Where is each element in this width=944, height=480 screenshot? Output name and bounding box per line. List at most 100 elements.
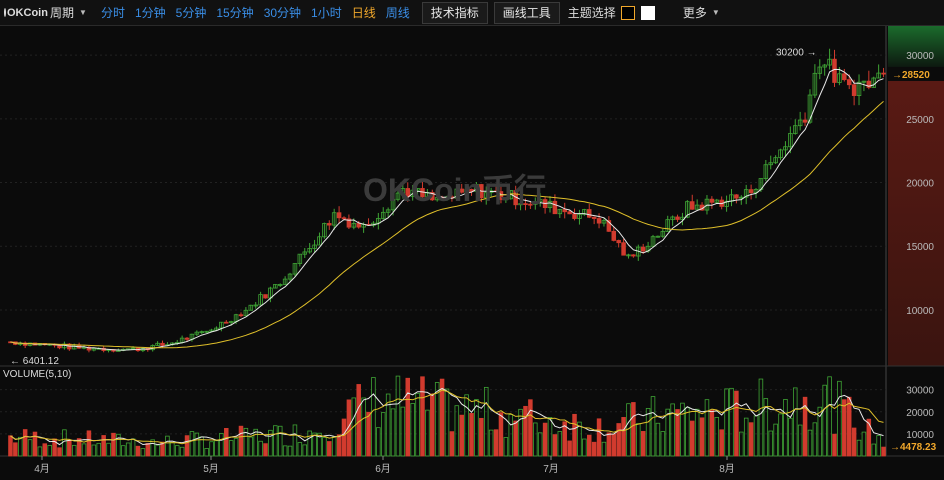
interval-tab-4[interactable]: 30分钟 — [263, 6, 302, 20]
volume-bar — [611, 433, 617, 457]
candlestick-chart: 30000 25000 20000 15000 10000 30000 20000 10000… — [0, 26, 944, 475]
volume-bar — [238, 425, 244, 457]
caret-down-icon: ▼ — [79, 8, 87, 17]
light-theme-swatch[interactable] — [640, 5, 655, 20]
volume-bar — [601, 441, 607, 457]
xaxis-tick-label: 8月 — [719, 463, 735, 475]
high-marker: 30200 → — [776, 48, 817, 59]
candle-body — [640, 246, 646, 252]
volume-bar — [130, 438, 136, 457]
volume-bar — [709, 409, 715, 457]
tech-indicator-button[interactable]: 技术指标 — [421, 1, 488, 24]
candle-body — [204, 330, 209, 333]
draw-tool-button[interactable]: 画线工具 — [493, 1, 560, 24]
volume-bar — [219, 432, 224, 457]
period-dropdown[interactable]: 周期 ▼ — [50, 4, 87, 21]
volume-bar — [650, 396, 656, 457]
interval-tab-2[interactable]: 5分钟 — [175, 6, 207, 20]
interval-tabs: 分时 1分钟 5分钟 15分钟 30分钟 1小时 日线 周线 — [101, 4, 420, 21]
candle-body — [778, 149, 783, 159]
volume-bar — [327, 441, 332, 457]
volume-bar — [145, 443, 151, 457]
more-dropdown[interactable]: 更多 ▼ — [683, 4, 720, 21]
volume-bar — [797, 424, 803, 457]
volume-bar — [140, 448, 146, 457]
candle-body — [528, 203, 533, 206]
volume-bar — [346, 399, 352, 457]
candle-body — [155, 342, 160, 346]
volume-bar — [361, 397, 366, 457]
candle-body — [292, 263, 298, 275]
volume-bar — [322, 437, 327, 457]
watermark: OKCoin币行 — [363, 172, 547, 208]
last-price-label: →28520 — [892, 70, 930, 81]
volume-bar — [861, 431, 867, 457]
volume-bar — [86, 430, 92, 457]
volume-bar — [32, 431, 38, 457]
candle-body — [400, 188, 406, 194]
volume-bar — [523, 405, 528, 457]
volume-bar — [822, 384, 827, 457]
candle-body — [689, 201, 695, 210]
candle-body — [22, 342, 28, 346]
candle-body — [209, 329, 214, 332]
interval-tab-3[interactable]: 15分钟 — [216, 6, 254, 20]
interval-tab-5[interactable]: 1小时 — [311, 6, 342, 20]
candle-body — [537, 199, 543, 202]
candle-body — [483, 192, 489, 199]
volume-bar — [876, 435, 881, 457]
volume-bar — [675, 409, 680, 457]
candle-body — [405, 188, 411, 197]
candle-body — [302, 251, 308, 255]
candle-body — [91, 348, 97, 351]
interval-tab-0[interactable]: 分时 — [100, 6, 125, 20]
candle-body — [454, 188, 460, 199]
candle-body — [866, 80, 872, 88]
candle-body — [430, 192, 435, 201]
volume-bar — [714, 417, 720, 457]
volume-bar — [685, 407, 690, 457]
candle-body — [685, 201, 690, 218]
volume-bar — [547, 417, 553, 457]
candle-body — [743, 189, 749, 198]
volume-bar — [76, 438, 82, 457]
candle-body — [331, 212, 337, 226]
volume-bar — [189, 431, 195, 457]
candle-body — [724, 200, 729, 207]
candle-body — [670, 216, 675, 221]
volume-bar — [729, 387, 734, 457]
candle-body — [567, 211, 572, 215]
interval-tab-7[interactable]: 周线 — [385, 6, 410, 20]
volume-bar — [807, 429, 813, 457]
candle-body — [395, 192, 401, 200]
volume-bar — [582, 438, 587, 457]
volume-bar — [444, 388, 450, 457]
candle-body — [282, 278, 288, 285]
volume-bar — [287, 445, 293, 457]
candle-body — [582, 209, 587, 215]
candle-body — [596, 218, 602, 224]
interval-tab-1[interactable]: 1分钟 — [134, 6, 166, 20]
candle-body — [253, 304, 258, 307]
interval-tab-6[interactable]: 日线 — [351, 6, 376, 20]
volume-tick-label: 30000 — [906, 386, 934, 397]
volume-bar — [694, 408, 700, 457]
candle-body — [327, 223, 332, 226]
candle-body — [228, 321, 234, 323]
candle-body — [380, 211, 386, 219]
volume-bar — [13, 442, 18, 457]
volume-bar — [665, 408, 670, 457]
volume-bar — [748, 422, 754, 457]
low-marker: ← 6401.12 — [10, 356, 59, 367]
volume-bar — [680, 402, 685, 457]
candle-body — [753, 188, 759, 194]
volume-bar — [479, 417, 484, 457]
volume-bar — [165, 435, 170, 457]
candle-body — [621, 242, 626, 256]
candle-body — [748, 189, 754, 194]
candle-body — [709, 198, 715, 203]
candle-body — [322, 223, 327, 238]
volume-bar — [773, 423, 778, 457]
candle-body — [773, 157, 778, 164]
dark-theme-swatch[interactable] — [620, 5, 635, 20]
